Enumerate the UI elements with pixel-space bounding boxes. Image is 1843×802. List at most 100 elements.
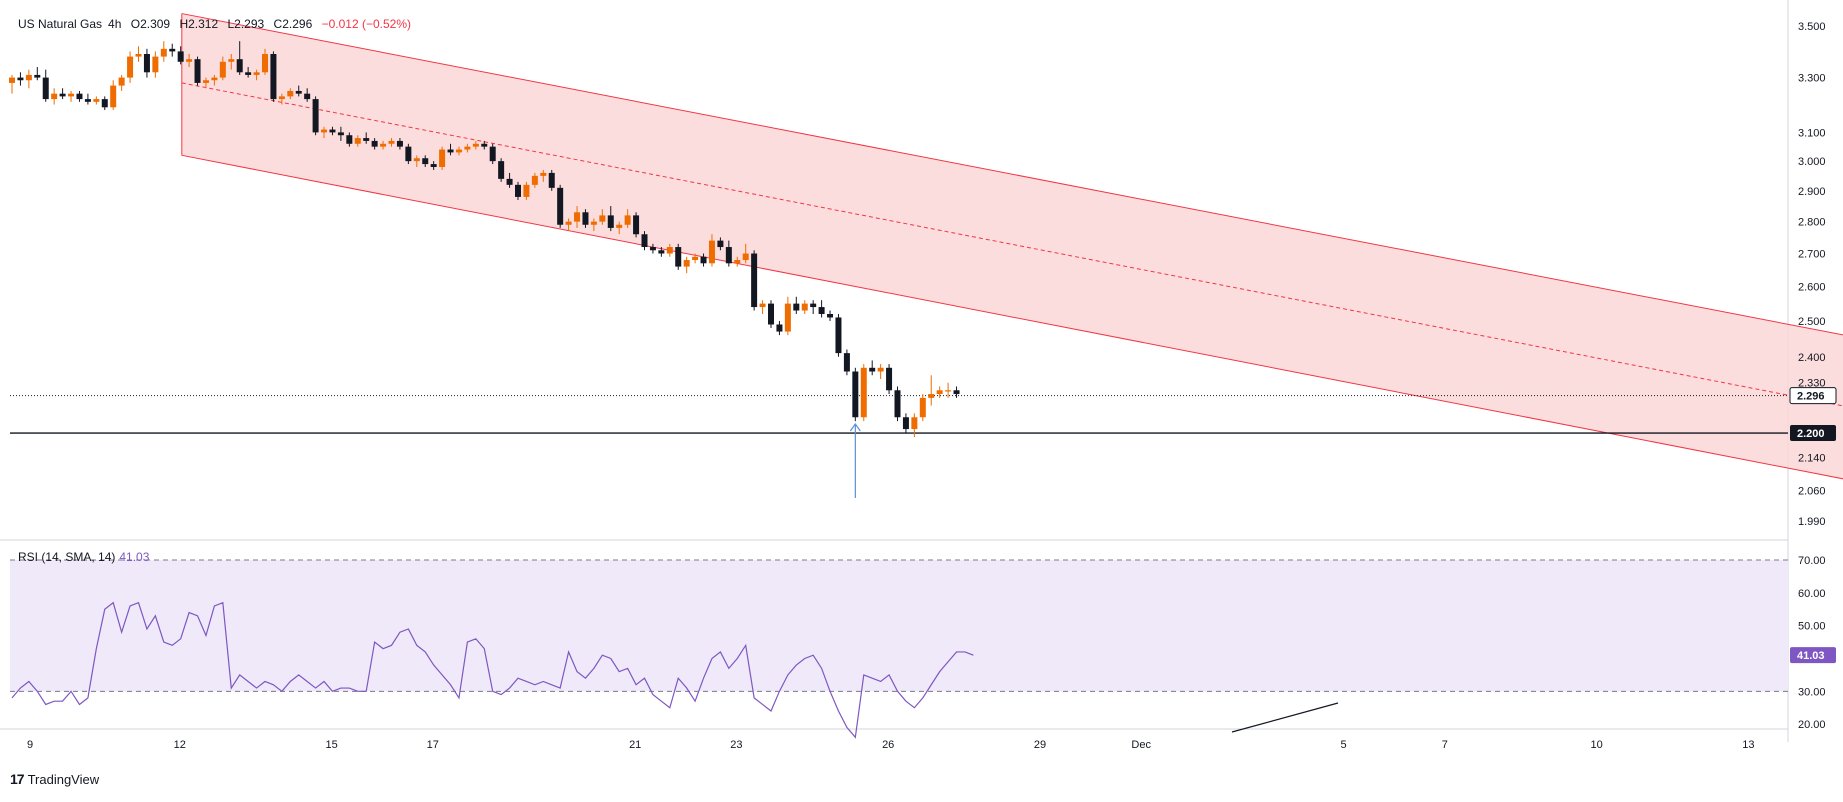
candle-body [540,172,547,176]
candle [818,300,825,318]
candle [312,96,319,136]
candle [624,209,631,228]
candle-body [329,129,336,133]
candle [152,51,159,78]
candle-body [827,313,834,318]
candle-body [894,390,901,418]
candle [17,72,24,86]
channel-fill [181,13,1843,479]
candle-body [683,260,690,267]
candle [135,46,142,62]
candle-body [751,253,758,308]
candle [84,93,91,105]
candle-body [498,161,505,179]
candle-body [127,56,134,78]
channel-middle-line [181,82,1843,407]
candle [42,69,49,102]
candle-body [936,390,943,395]
candle [236,41,243,75]
candle [692,253,699,264]
candle-body [194,59,201,83]
candle-body [93,99,100,102]
candle-body [886,367,893,391]
candle-body [464,146,471,150]
time-tick-label: 9 [27,739,33,751]
tradingview-brand[interactable]: 17 TradingView [10,771,99,787]
candle [464,143,471,153]
candle [717,237,724,251]
candle-body [953,390,960,395]
candle [869,360,876,376]
candle [278,93,285,105]
candle-body [101,99,108,108]
time-tick-label: 15 [325,739,337,751]
candle [177,46,184,65]
candle [658,247,665,257]
candle [472,140,479,150]
candle [548,169,555,191]
candle [405,143,412,165]
candle-body [574,212,581,222]
candle-body [843,353,850,372]
candle-body [118,77,125,86]
time-tick-label: 12 [174,739,186,751]
candle-body [34,74,41,78]
candle [9,74,15,94]
candle-body [396,140,403,147]
candle-body [531,175,538,185]
candle [68,90,75,102]
candle-body [784,303,791,332]
candle [633,212,640,238]
candle [742,243,749,264]
candle-body [700,256,707,264]
candle-body [287,90,294,97]
candle-body [455,149,462,153]
current-price-label: 2.296 [1797,391,1825,403]
candle-body [177,51,184,62]
candle-body [658,250,665,254]
symbol-legend: US Natural Gas 4h O2.309 H2.312 L2.293 C2… [18,17,417,31]
candle [700,253,707,267]
candle-body [312,99,319,133]
candle [202,77,209,89]
candle [649,243,656,254]
candle [211,74,218,86]
candle [936,386,943,398]
candle-body [523,184,530,197]
candle-body [810,303,817,308]
rsi-tick-label: 60.00 [1798,588,1826,600]
candle-body [666,247,673,254]
candle-body [270,53,277,100]
time-tick-label: 10 [1590,739,1602,751]
candle [413,155,420,168]
candle-body [506,178,513,185]
candle-body [565,221,572,225]
candle-body [725,247,732,264]
candle-body [877,367,884,372]
candle [422,155,429,168]
candle-body [321,129,328,133]
time-tick-label: 5 [1341,739,1347,751]
candle-body [42,77,49,100]
candle [708,234,715,267]
candle-body [354,138,361,144]
candle-body [219,61,226,78]
channel-upper-line [181,13,1843,336]
price-tick-label: 2.140 [1798,452,1826,464]
candle [253,69,260,81]
candle [380,140,387,150]
candle [835,313,842,357]
candle-body [447,149,454,153]
price-tick-label: 2.700 [1798,249,1826,261]
candle [843,349,850,376]
candle-body [363,138,370,141]
candle [902,413,909,434]
candle [363,132,370,144]
open-value: O2.309 [130,17,171,31]
candle [574,206,581,228]
rsi-legend-value: 41.03 [119,550,150,564]
candle [110,80,117,111]
price-tick-label: 2.500 [1798,316,1826,328]
candle [396,138,403,150]
